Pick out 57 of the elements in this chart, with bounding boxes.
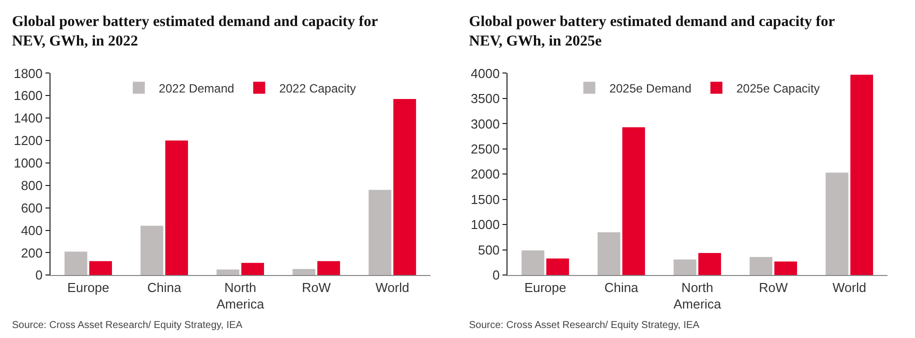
bar	[216, 270, 240, 276]
y-tick-label: 2000	[470, 166, 500, 182]
bar	[546, 258, 570, 276]
y-tick-label: 200	[20, 245, 43, 260]
source-note: Source: Cross Asset Research/ Equity Strategy, IEA	[469, 320, 700, 331]
x-tick-label: RoW	[302, 280, 332, 295]
y-tick-label: 400	[20, 222, 43, 238]
x-tick-label: RoW	[758, 280, 789, 295]
bar	[698, 252, 722, 276]
y-tick-label: 1000	[14, 156, 43, 171]
bar	[774, 262, 798, 276]
source-note: Source: Cross Asset Research/ Equity Strategy, IEA	[12, 320, 243, 331]
bar	[622, 127, 646, 276]
y-tick-label: 1800	[14, 66, 43, 81]
y-tick-label: 1600	[14, 88, 43, 104]
y-tick-label: 3500	[470, 91, 500, 106]
bar	[674, 260, 696, 276]
bar	[89, 261, 112, 276]
bar	[522, 250, 544, 276]
bar	[598, 232, 620, 276]
bar	[826, 172, 848, 276]
y-tick-label: 1200	[14, 133, 43, 148]
y-tick-label: 2500	[470, 141, 500, 156]
x-tick-label: Europe	[524, 280, 566, 295]
bar	[140, 226, 164, 276]
x-tick-label: China	[147, 280, 182, 295]
y-tick-label: 800	[20, 178, 43, 193]
legend-label: 2022 Demand	[158, 81, 234, 96]
bar	[241, 262, 264, 276]
y-tick-label: 0	[35, 268, 43, 283]
x-tick-label: North America	[216, 280, 265, 312]
y-tick-label: 1400	[14, 110, 43, 126]
legend-label: 2025e Demand	[609, 81, 692, 96]
y-tick-label: 3000	[470, 116, 500, 132]
bar	[64, 252, 88, 276]
x-tick-label: China	[604, 280, 640, 295]
chart-title: Global power battery estimated demand and capacity for NEV, GWh, in 2025e	[469, 14, 836, 50]
y-tick-label: 600	[20, 200, 43, 216]
legend-label: 2025e Capacity	[736, 81, 820, 96]
y-tick-label: 4000	[470, 66, 500, 81]
x-tick-label: World	[832, 280, 866, 295]
x-tick-label: North America	[673, 280, 722, 312]
chart-title: Global power battery estimated demand and capacity for NEV, GWh, in 2022	[12, 14, 378, 50]
bar	[317, 261, 340, 276]
x-tick-label: Europe	[67, 280, 110, 295]
x-tick-label: World	[375, 280, 410, 295]
bar	[393, 99, 416, 276]
bar	[165, 140, 188, 276]
y-tick-label: 1500	[470, 192, 500, 207]
bar	[292, 268, 316, 276]
bar	[850, 74, 874, 276]
legend-label: 2022 Capacity	[279, 81, 356, 96]
bar	[368, 190, 392, 276]
y-tick-label: 500	[478, 242, 500, 258]
y-tick-label: 1000	[470, 217, 500, 232]
bar	[750, 256, 772, 276]
y-tick-label: 0	[492, 268, 500, 283]
